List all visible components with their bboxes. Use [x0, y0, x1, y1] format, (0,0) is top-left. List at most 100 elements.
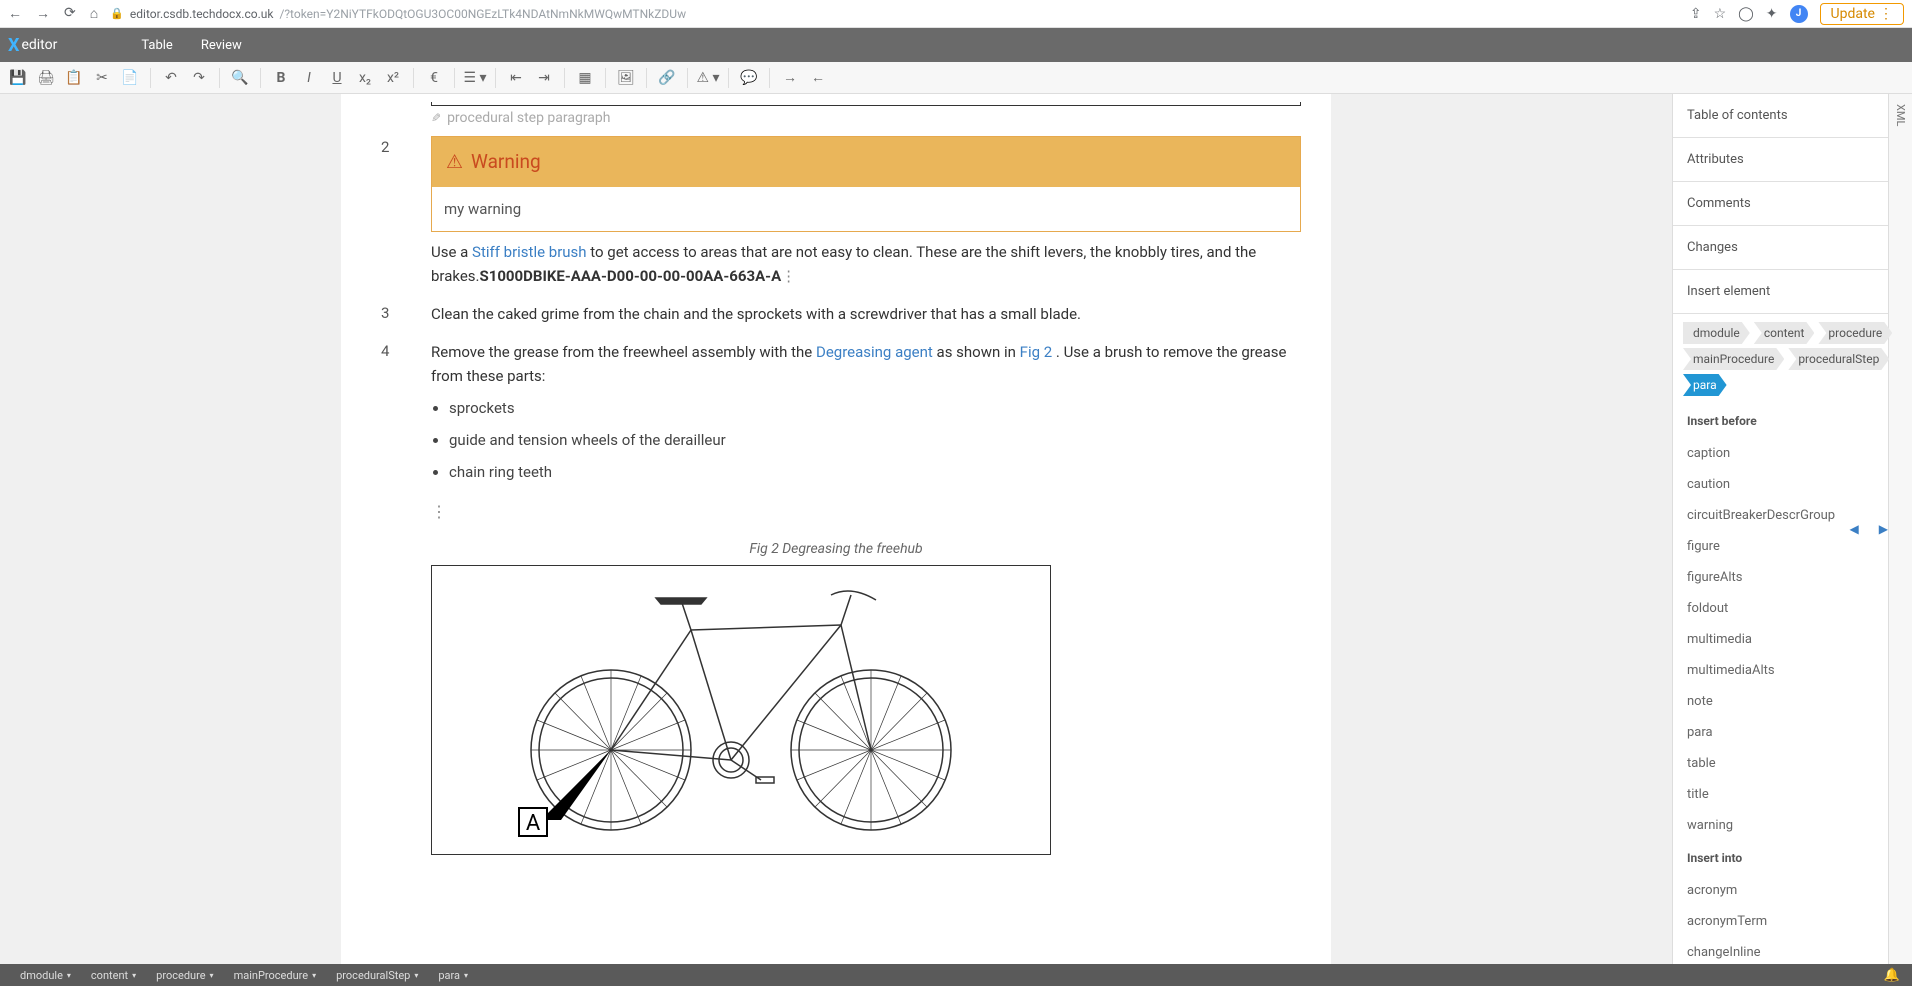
bold-icon[interactable]: B	[269, 66, 293, 90]
list-icon[interactable]: ☰ ▾	[463, 66, 487, 90]
attributes-section[interactable]: Attributes+	[1673, 138, 1912, 182]
insert-option[interactable]: caption	[1673, 438, 1912, 469]
home-icon[interactable]: ⌂	[90, 5, 98, 22]
insert-before-head[interactable]: Insert before▴	[1673, 404, 1912, 438]
insert-element-section[interactable]: Insert element−	[1673, 270, 1912, 314]
insert-option[interactable]: multimedia	[1673, 624, 1912, 655]
url-bar[interactable]: 🔒 editor.csdb.techdocx.co.uk/?token=Y2Ni…	[110, 7, 1678, 21]
footer-crumb[interactable]: para	[430, 969, 476, 982]
bc-item[interactable]: proceduralStep	[1788, 348, 1889, 370]
collapse-handles[interactable]: ◀ ▶	[1850, 522, 1888, 536]
bc-item[interactable]: para	[1683, 374, 1727, 396]
euro-icon[interactable]: €	[422, 66, 446, 90]
bc-item[interactable]: procedure	[1818, 322, 1892, 344]
redo-icon[interactable]: ↷	[187, 66, 211, 90]
underline-icon[interactable]: U	[325, 66, 349, 90]
warning-body[interactable]: my warning	[432, 187, 1300, 231]
italic-icon[interactable]: I	[297, 66, 321, 90]
undo-icon[interactable]: ↶	[159, 66, 183, 90]
step-number: 3	[371, 302, 431, 322]
bc-item[interactable]: content	[1754, 322, 1815, 344]
insert-option[interactable]: acronymTerm	[1673, 906, 1912, 937]
image-icon[interactable]: 🖼	[614, 66, 638, 90]
footer-crumb[interactable]: mainProcedure	[226, 969, 325, 982]
link-brush[interactable]: Stiff bristle brush	[472, 243, 587, 261]
footer-crumb[interactable]: procedure	[148, 969, 221, 982]
list-item[interactable]: sprockets	[449, 396, 1301, 420]
changes-section[interactable]: Changes+	[1673, 226, 1912, 270]
bell-icon[interactable]: 🔔	[1884, 968, 1900, 983]
xml-tab[interactable]: XML	[1888, 94, 1912, 964]
footer-crumb[interactable]: proceduralStep	[328, 969, 426, 982]
cut-icon[interactable]: ✂	[90, 66, 114, 90]
footer-crumb[interactable]: dmodule	[12, 969, 79, 982]
table-icon[interactable]: ▦	[573, 66, 597, 90]
insert-option[interactable]: warning	[1673, 810, 1912, 841]
bc-item[interactable]: mainProcedure	[1683, 348, 1784, 370]
footer-breadcrumb: dmodule content procedure mainProcedure …	[0, 964, 1912, 986]
url-path: /?token=Y2NiYTFkODQtOGU3OC00NGEzLTk4NDAt…	[279, 7, 686, 21]
insert-option[interactable]: para	[1673, 717, 1912, 748]
ext2-icon[interactable]: ✦	[1766, 6, 1778, 22]
star-icon[interactable]: ☆	[1714, 6, 1727, 22]
superscript-icon[interactable]: x²	[381, 66, 405, 90]
figure-caption: Fig 2 Degreasing the freehub	[371, 541, 1301, 557]
insert-into-head[interactable]: Insert into▴	[1673, 841, 1912, 875]
insert-option[interactable]: note	[1673, 686, 1912, 717]
comments-section[interactable]: Comments+	[1673, 182, 1912, 226]
next-icon[interactable]: →	[778, 66, 802, 90]
link-icon[interactable]: 🔗	[655, 66, 679, 90]
app-logo: Xeditor	[8, 35, 57, 56]
search-icon[interactable]: 🔍	[228, 66, 252, 90]
insert-option[interactable]: title	[1673, 779, 1912, 810]
comment-icon[interactable]: 💬	[737, 66, 761, 90]
insert-option[interactable]: acronym	[1673, 875, 1912, 906]
ext1-icon[interactable]: ◯	[1738, 6, 1754, 22]
footer-crumb[interactable]: content	[83, 969, 144, 982]
subscript-icon[interactable]: x₂	[353, 66, 377, 90]
link-degrease[interactable]: Degreasing agent	[816, 343, 933, 361]
save-icon[interactable]: 💾	[6, 66, 30, 90]
insert-option[interactable]: figureAlts	[1673, 562, 1912, 593]
list-item[interactable]: guide and tension wheels of the deraille…	[449, 428, 1301, 452]
forward-icon[interactable]: →	[36, 5, 50, 22]
update-button[interactable]: Update⋮	[1820, 3, 1904, 25]
step4-para[interactable]: Remove the grease from the freewheel ass…	[431, 340, 1301, 492]
back-icon[interactable]: ←	[8, 5, 22, 22]
paste-icon[interactable]: 📄	[118, 66, 142, 90]
insert-option[interactable]: multimediaAlts	[1673, 655, 1912, 686]
insert-option[interactable]: table	[1673, 748, 1912, 779]
copy-icon[interactable]: 📋	[62, 66, 86, 90]
app-header: Xeditor Table Review	[0, 28, 1912, 62]
print-icon[interactable]: 🖨	[34, 66, 58, 90]
reload-icon[interactable]: ⟳	[64, 5, 76, 22]
bc-item[interactable]: dmodule	[1683, 322, 1750, 344]
toolbar: 💾 🖨 📋 ✂ 📄 ↶ ↷ 🔍 B I U x₂ x² € ☰ ▾ ⇤ ⇥ ▦ …	[0, 62, 1912, 94]
step2-para[interactable]: Use a Stiff bristle brush to get access …	[431, 240, 1301, 288]
outdent-icon[interactable]: ⇤	[504, 66, 528, 90]
step3-text[interactable]: Clean the caked grime from the chain and…	[431, 302, 1301, 326]
indent-icon[interactable]: ⇥	[532, 66, 556, 90]
figure-image: A	[431, 565, 1051, 855]
share-icon[interactable]: ⇪	[1690, 6, 1702, 22]
proc-step-label: procedural step paragraph	[431, 110, 1301, 126]
collapse-right-icon[interactable]: ▶	[1879, 522, 1888, 536]
editor-area[interactable]: procedural step paragraph 2 Warning my w…	[0, 94, 1672, 964]
more-dots[interactable]: ⋮	[431, 502, 1301, 521]
insert-option[interactable]: foldout	[1673, 593, 1912, 624]
link-fig2[interactable]: Fig 2	[1020, 343, 1053, 361]
prev-icon[interactable]: ←	[806, 66, 830, 90]
toc-section[interactable]: Table of contents+	[1673, 94, 1912, 138]
browser-bar: ← → ⟳ ⌂ 🔒 editor.csdb.techdocx.co.uk/?to…	[0, 0, 1912, 28]
step-number: 4	[371, 340, 431, 360]
collapse-left-icon[interactable]: ◀	[1850, 522, 1859, 536]
lock-icon: 🔒	[110, 7, 124, 20]
warning-box: Warning my warning	[431, 136, 1301, 232]
menu-review[interactable]: Review	[197, 38, 246, 53]
warn-icon[interactable]: ⚠ ▾	[696, 66, 720, 90]
avatar[interactable]: J	[1790, 5, 1808, 23]
insert-option[interactable]: changeInline	[1673, 937, 1912, 964]
menu-table[interactable]: Table	[137, 38, 176, 53]
insert-option[interactable]: caution	[1673, 469, 1912, 500]
list-item[interactable]: chain ring teeth	[449, 460, 1301, 484]
